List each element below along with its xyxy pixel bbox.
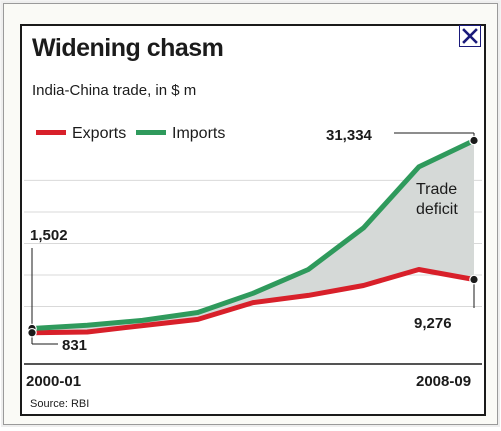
legend-imports-swatch	[136, 130, 166, 135]
exports-series-line	[31, 267, 475, 336]
trade-deficit-label-line1: Trade	[416, 181, 457, 198]
exports-start-label: 831	[62, 337, 87, 354]
legend-exports-label: Exports	[72, 125, 126, 142]
exports-start-marker-icon	[27, 327, 37, 338]
x-axis-start-label: 2000-01	[26, 373, 81, 390]
imports-end-marker-icon	[469, 135, 479, 146]
markers	[27, 135, 479, 338]
close-button[interactable]	[459, 25, 481, 47]
imports-end-label: 31,334	[326, 127, 373, 144]
legend-exports-swatch	[36, 130, 66, 135]
source-note: Source: RBI	[30, 398, 90, 410]
imports-series-line	[31, 138, 476, 331]
chart-area: Exports Imports 1,502 831 31,334 9,276 T…	[24, 125, 482, 390]
legend-imports-label: Imports	[172, 125, 225, 142]
exports-end-label: 9,276	[414, 315, 452, 332]
chart-card: Widening chasm India-China trade, in $ m…	[20, 24, 486, 416]
imports-start-label: 1,502	[30, 227, 68, 244]
chart-subtitle: India-China trade, in $ m	[32, 82, 197, 99]
legend: Exports Imports	[36, 125, 225, 142]
exports-end-marker-icon	[469, 274, 479, 285]
trade-deficit-label-line2: deficit	[416, 201, 458, 218]
chart-title: Widening chasm	[32, 34, 224, 62]
close-x-icon	[462, 28, 478, 44]
x-axis-end-label: 2008-09	[416, 373, 471, 390]
